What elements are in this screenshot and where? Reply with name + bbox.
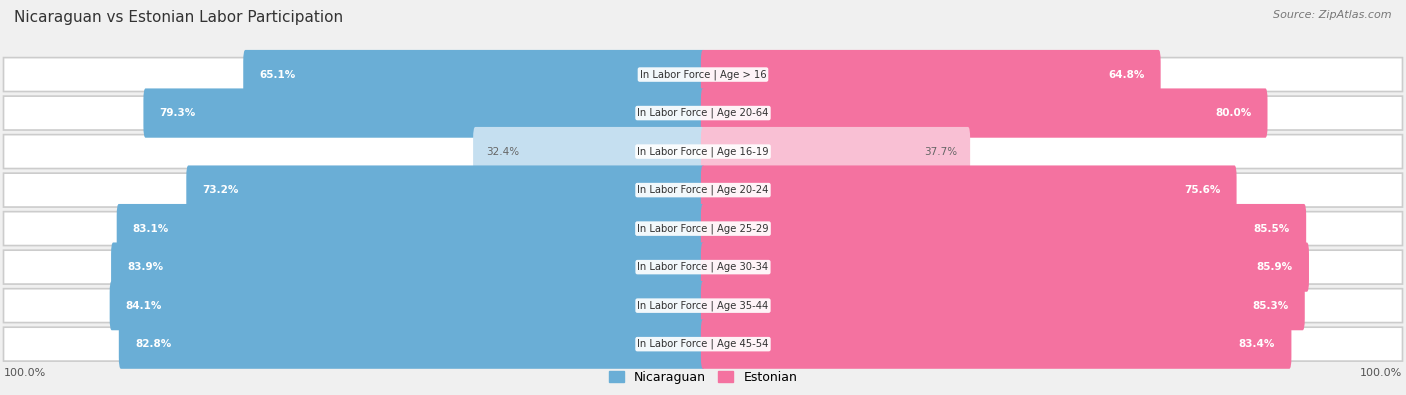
Text: 84.1%: 84.1%: [127, 301, 162, 310]
FancyBboxPatch shape: [3, 289, 1403, 323]
Text: 83.1%: 83.1%: [134, 224, 169, 233]
Text: In Labor Force | Age 16-19: In Labor Force | Age 16-19: [637, 146, 769, 157]
FancyBboxPatch shape: [111, 243, 704, 292]
Text: In Labor Force | Age 25-29: In Labor Force | Age 25-29: [637, 223, 769, 234]
Text: 85.3%: 85.3%: [1253, 301, 1289, 310]
Text: In Labor Force | Age 35-44: In Labor Force | Age 35-44: [637, 300, 769, 311]
Text: 79.3%: 79.3%: [160, 108, 195, 118]
Text: 73.2%: 73.2%: [202, 185, 239, 195]
Text: 85.5%: 85.5%: [1254, 224, 1291, 233]
FancyBboxPatch shape: [120, 320, 704, 369]
Text: 82.8%: 82.8%: [135, 339, 172, 349]
Text: 100.0%: 100.0%: [3, 368, 46, 378]
Text: 65.1%: 65.1%: [260, 70, 295, 79]
FancyBboxPatch shape: [700, 166, 1237, 215]
FancyBboxPatch shape: [243, 50, 704, 99]
FancyBboxPatch shape: [700, 320, 1292, 369]
FancyBboxPatch shape: [700, 243, 1309, 292]
Text: 80.0%: 80.0%: [1215, 108, 1251, 118]
Text: In Labor Force | Age 20-64: In Labor Force | Age 20-64: [637, 108, 769, 118]
Text: In Labor Force | Age 30-34: In Labor Force | Age 30-34: [637, 262, 769, 273]
FancyBboxPatch shape: [472, 127, 706, 176]
FancyBboxPatch shape: [700, 281, 1305, 330]
FancyBboxPatch shape: [3, 212, 1403, 246]
FancyBboxPatch shape: [700, 204, 1306, 253]
FancyBboxPatch shape: [3, 135, 1403, 169]
FancyBboxPatch shape: [3, 173, 1403, 207]
Text: Nicaraguan vs Estonian Labor Participation: Nicaraguan vs Estonian Labor Participati…: [14, 10, 343, 25]
FancyBboxPatch shape: [700, 127, 970, 176]
FancyBboxPatch shape: [3, 58, 1403, 92]
Text: In Labor Force | Age 45-54: In Labor Force | Age 45-54: [637, 339, 769, 350]
FancyBboxPatch shape: [3, 250, 1403, 284]
Text: 83.9%: 83.9%: [127, 262, 163, 272]
FancyBboxPatch shape: [700, 50, 1161, 99]
Text: In Labor Force | Age 20-24: In Labor Force | Age 20-24: [637, 185, 769, 196]
Text: Source: ZipAtlas.com: Source: ZipAtlas.com: [1274, 10, 1392, 20]
FancyBboxPatch shape: [700, 88, 1268, 138]
Text: 75.6%: 75.6%: [1184, 185, 1220, 195]
Text: 100.0%: 100.0%: [1360, 368, 1403, 378]
FancyBboxPatch shape: [117, 204, 704, 253]
Text: 85.9%: 85.9%: [1257, 262, 1294, 272]
Legend: Nicaraguan, Estonian: Nicaraguan, Estonian: [603, 366, 803, 389]
FancyBboxPatch shape: [3, 327, 1403, 361]
FancyBboxPatch shape: [110, 281, 704, 330]
Text: 32.4%: 32.4%: [486, 147, 519, 156]
FancyBboxPatch shape: [3, 96, 1403, 130]
FancyBboxPatch shape: [143, 88, 704, 138]
Text: 83.4%: 83.4%: [1239, 339, 1275, 349]
Text: 64.8%: 64.8%: [1108, 70, 1144, 79]
Text: In Labor Force | Age > 16: In Labor Force | Age > 16: [640, 69, 766, 80]
FancyBboxPatch shape: [186, 166, 704, 215]
Text: 37.7%: 37.7%: [924, 147, 957, 156]
